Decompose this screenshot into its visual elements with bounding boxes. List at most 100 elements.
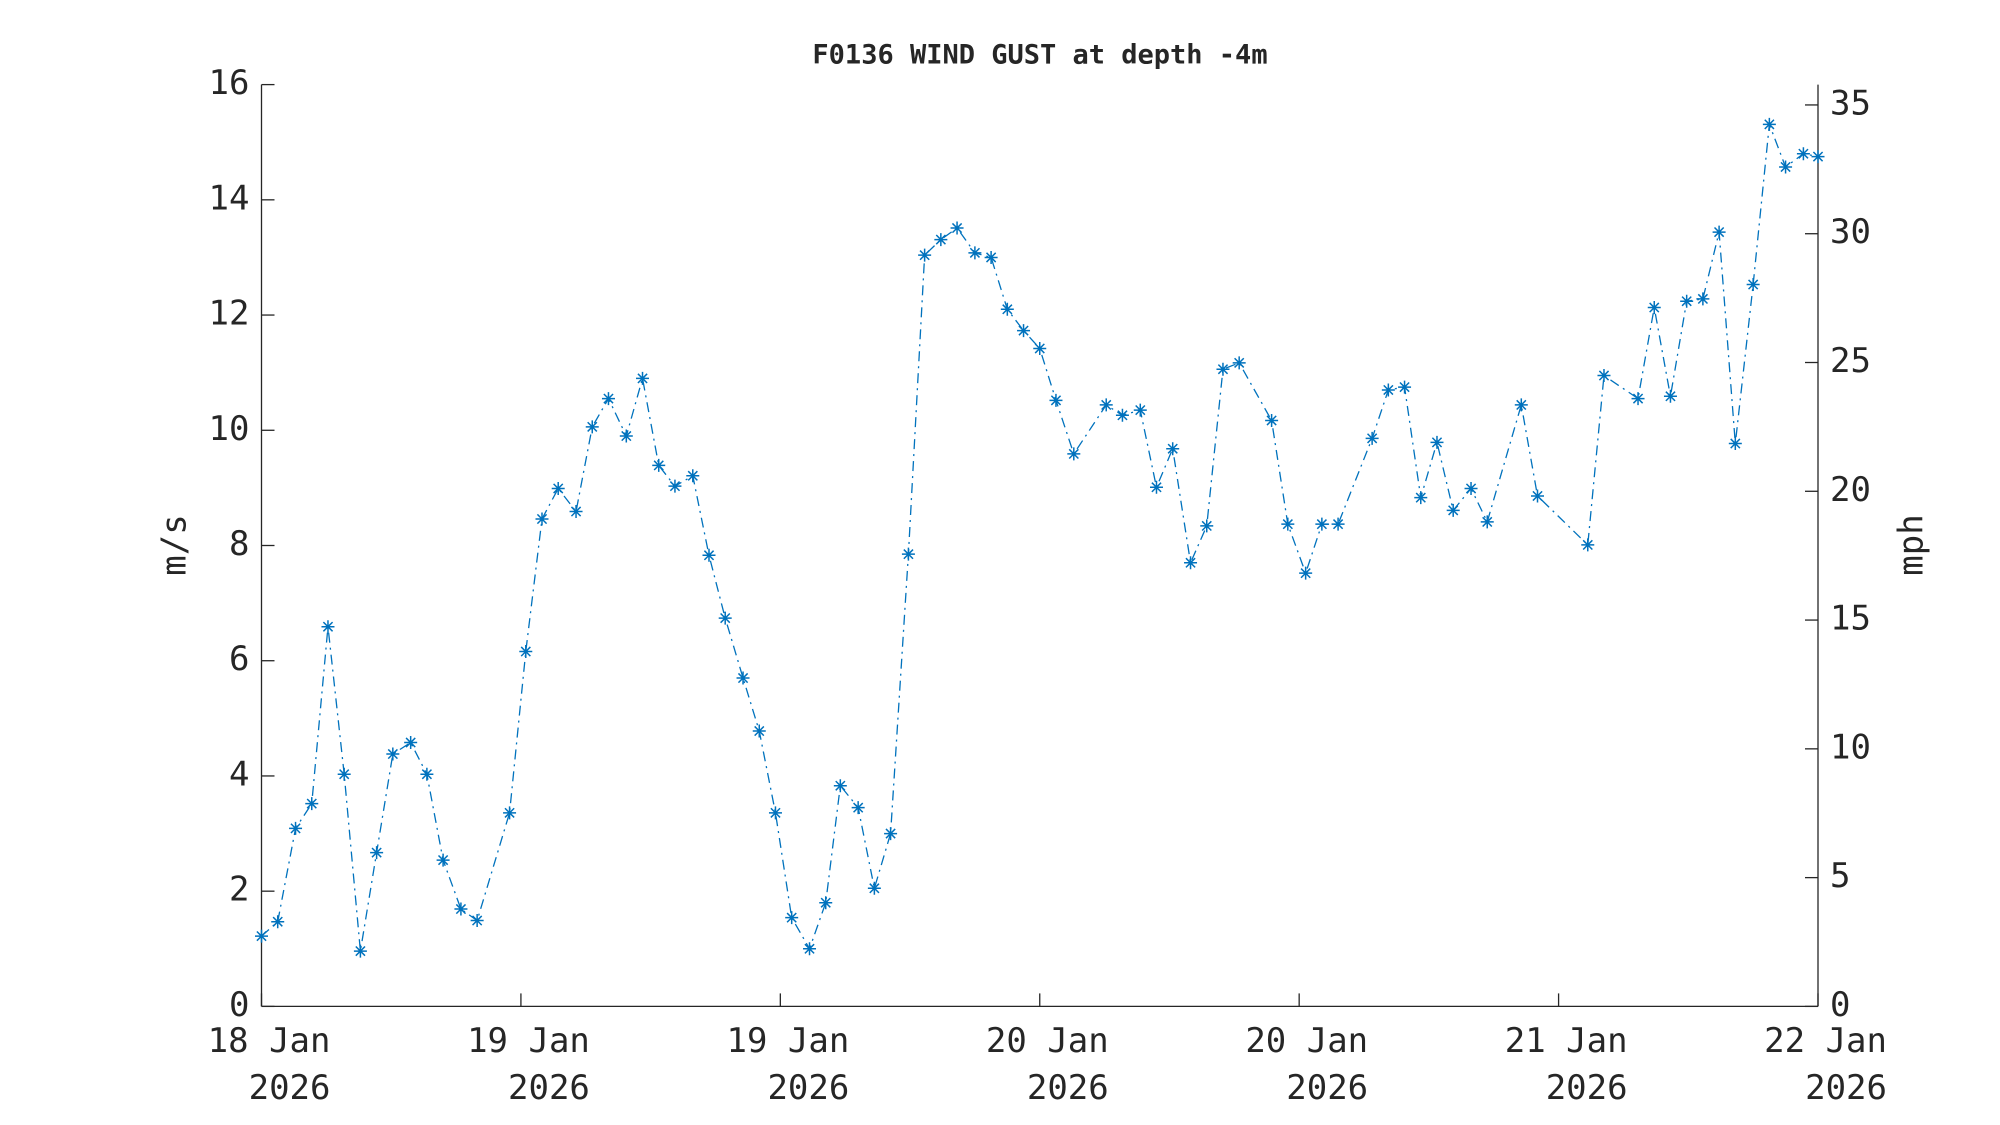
data-marker: [652, 458, 666, 472]
y-tick-label: 16: [209, 63, 250, 103]
data-marker: [420, 767, 434, 781]
data-marker: [321, 620, 335, 634]
data-marker: [884, 827, 898, 841]
data-marker: [1365, 431, 1379, 445]
y-tick-label: 12: [209, 294, 250, 334]
data-marker: [370, 846, 384, 860]
data-marker: [1430, 435, 1444, 449]
data-marker: [1762, 117, 1776, 131]
data-marker: [768, 806, 782, 820]
data-marker: [1265, 413, 1279, 427]
y-tick-label: 0: [229, 985, 249, 1025]
y-tick-label: 14: [209, 178, 250, 218]
data-marker: [785, 911, 799, 925]
data-marker: [1531, 489, 1545, 503]
data-marker: [1149, 480, 1163, 494]
data-marker: [569, 505, 583, 519]
data-marker: [1133, 403, 1147, 417]
data-marker: [1663, 389, 1677, 403]
data-marker: [551, 481, 565, 495]
data-marker: [702, 548, 716, 562]
data-marker: [1033, 341, 1047, 355]
data-marker: [636, 371, 650, 385]
x-tick-label: 19 Jan 2026: [726, 1021, 850, 1109]
data-marker: [934, 233, 948, 247]
data-marker: [1597, 369, 1611, 383]
data-marker: [1464, 481, 1478, 495]
y-tick-label: 10: [209, 409, 250, 449]
data-marker: [1647, 301, 1661, 315]
data-marker: [619, 429, 633, 443]
data-marker: [386, 747, 400, 761]
data-marker: [1200, 519, 1214, 533]
y-tick-label: 4: [229, 754, 249, 794]
data-marker: [454, 902, 468, 916]
y2-tick-label: 15: [1830, 599, 1871, 639]
data-marker: [470, 914, 484, 928]
data-marker: [1414, 491, 1428, 505]
data-marker: [1299, 566, 1313, 580]
data-marker: [1232, 356, 1246, 370]
data-marker: [1281, 517, 1295, 531]
data-marker: [1446, 503, 1460, 517]
y2-tick-label: 5: [1830, 856, 1850, 896]
data-marker: [1099, 398, 1113, 412]
data-marker: [867, 881, 881, 895]
y2-tick-label: 0: [1830, 985, 1850, 1025]
data-marker: [1315, 517, 1329, 531]
y-tick-label: 8: [229, 524, 249, 564]
series-line: [261, 124, 1819, 952]
data-marker: [968, 246, 982, 260]
y-tick-label: 6: [229, 639, 249, 679]
data-marker: [1166, 442, 1180, 456]
data-marker: [918, 248, 932, 262]
data-marker: [353, 944, 367, 958]
data-marker: [1712, 225, 1726, 239]
data-marker: [1017, 324, 1031, 338]
data-marker: [1115, 408, 1129, 422]
x-tick-label: 20 Jan 2026: [1245, 1021, 1369, 1109]
data-marker: [271, 915, 285, 929]
data-marker: [1631, 392, 1645, 406]
data-marker: [1184, 556, 1198, 570]
data-marker: [1796, 147, 1810, 161]
data-marker: [404, 736, 418, 750]
data-marker: [901, 547, 915, 561]
x-tick-label: 18 Jan 2026: [207, 1021, 331, 1109]
data-marker: [1331, 517, 1345, 531]
x-tick-label: 22 Jan 2026: [1764, 1021, 1887, 1109]
data-marker: [803, 942, 817, 956]
y2-tick-label: 10: [1830, 727, 1871, 767]
y-axis-label: m/s: [155, 514, 195, 575]
data-marker: [289, 821, 303, 835]
data-marker: [337, 767, 351, 781]
data-marker: [736, 671, 750, 685]
y2-tick-label: 20: [1830, 470, 1871, 510]
data-marker: [1381, 383, 1395, 397]
data-marker: [950, 221, 964, 235]
data-marker: [752, 724, 766, 738]
data-marker: [1514, 398, 1528, 412]
data-marker: [305, 797, 319, 811]
data-marker: [1398, 380, 1412, 394]
y2-axis-label: mph: [1892, 514, 1932, 575]
data-marker: [1680, 294, 1694, 308]
data-marker: [1049, 393, 1063, 407]
data-marker: [1480, 515, 1494, 529]
x-tick-label: 21 Jan 2026: [1504, 1021, 1628, 1109]
data-marker: [819, 896, 833, 910]
data-marker: [1779, 160, 1793, 174]
data-marker: [585, 420, 599, 434]
data-marker: [686, 469, 700, 483]
data-marker: [1696, 292, 1710, 306]
x-tick-label: 20 Jan 2026: [985, 1021, 1109, 1109]
chart-title: F0136 WIND GUST at depth -4m: [812, 40, 1267, 71]
data-marker: [519, 645, 533, 659]
data-marker: [1811, 150, 1825, 164]
y2-tick-label: 30: [1830, 212, 1871, 252]
data-marker: [1216, 362, 1230, 376]
data-marker: [436, 853, 450, 867]
data-marker: [1067, 447, 1081, 461]
